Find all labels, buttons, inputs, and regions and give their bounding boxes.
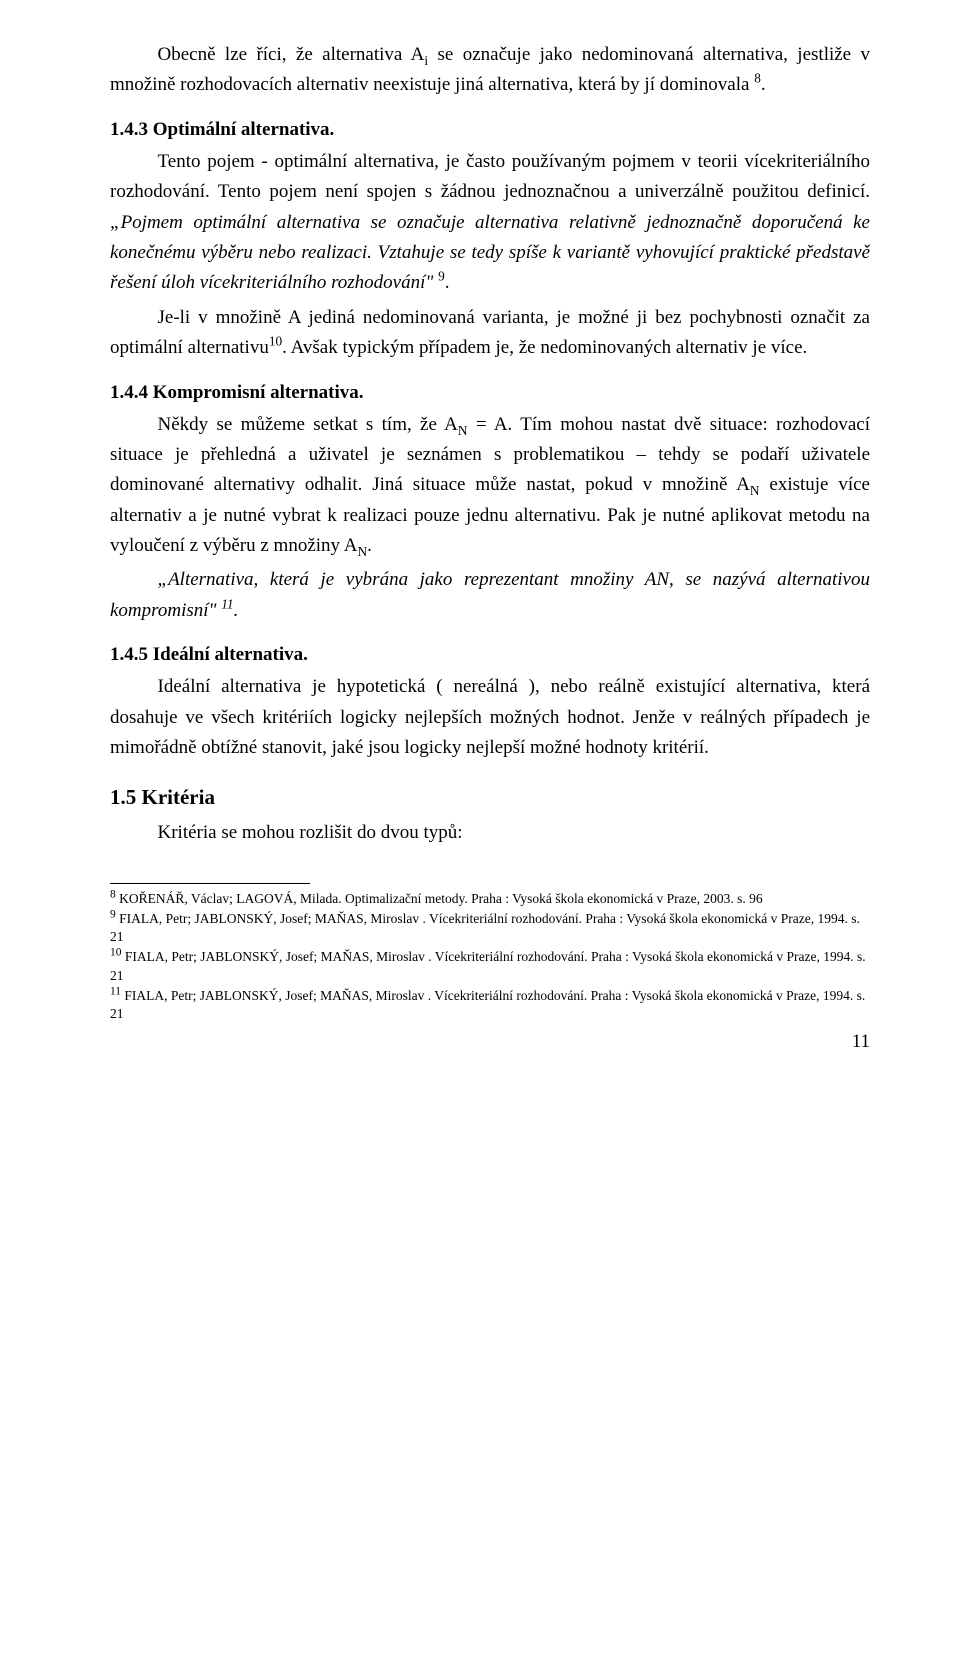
intro-pre: Obecně lze říci, že alternativa A xyxy=(158,44,425,65)
s144-p1-sub1: N xyxy=(458,422,468,437)
s143-p2: Je-li v množině A jediná nedominovaná va… xyxy=(110,303,870,364)
fn10-text: FIALA, Petr; JABLONSKÝ, Josef; MAŇAS, Mi… xyxy=(110,949,866,982)
intro-sup: 8 xyxy=(754,71,761,86)
intro-paragraph: Obecně lze říci, že alternativa Ai se oz… xyxy=(110,40,870,101)
s143-p1: Tento pojem - optimální alternativa, je … xyxy=(110,147,870,299)
s143-q1-post: . xyxy=(445,272,450,293)
s143-quote1: „Pojmem optimální alternativa se označuj… xyxy=(110,212,870,294)
intro-post: . xyxy=(761,74,766,95)
s15-p1: Kritéria se mohou rozlišit do dvou typů: xyxy=(110,818,870,848)
footnote-10: 10 FIALA, Petr; JABLONSKÝ, Josef; MAŇAS,… xyxy=(110,948,870,984)
footnotes-block: 8 KOŘENÁŘ, Václav; LAGOVÁ, Milada. Optim… xyxy=(110,890,870,1024)
fn11-text: FIALA, Petr; JABLONSKÝ, Josef; MAŇAS, Mi… xyxy=(110,988,865,1021)
heading-1-4-4: 1.4.4 Kompromisní alternativa. xyxy=(110,382,870,404)
fn8-text: KOŘENÁŘ, Václav; LAGOVÁ, Milada. Optimal… xyxy=(116,891,763,906)
page-number: 11 xyxy=(110,1031,870,1053)
fn11-num: 11 xyxy=(110,985,121,997)
footnote-9: 9 FIALA, Petr; JABLONSKÝ, Josef; MAŇAS, … xyxy=(110,910,870,946)
heading-1-4-3: 1.4.3 Optimální alternativa. xyxy=(110,119,870,141)
s144-quote-pre: „Alternativa, která je vybrána jako repr… xyxy=(110,569,870,620)
fn9-text: FIALA, Petr; JABLONSKÝ, Josef; MAŇAS, Mi… xyxy=(110,911,860,944)
s144-p1: Někdy se můžeme setkat s tím, že AN = A.… xyxy=(110,410,870,562)
s143-p1-text: Tento pojem - optimální alternativa, je … xyxy=(110,151,870,202)
s144-quote: „Alternativa, která je vybrána jako repr… xyxy=(110,565,870,626)
s143-p2-post: . Avšak typickým případem je, že nedomin… xyxy=(282,337,807,358)
heading-1-4-5: 1.4.5 Ideální alternativa. xyxy=(110,644,870,666)
s144-p1-sub2: N xyxy=(750,483,760,498)
fn10-num: 10 xyxy=(110,947,121,959)
s144-p1-sub3: N xyxy=(357,544,367,559)
footnote-8: 8 KOŘENÁŘ, Václav; LAGOVÁ, Milada. Optim… xyxy=(110,890,870,908)
s144-quote-post: . xyxy=(234,600,239,621)
s144-p1-pre: Někdy se můžeme setkat s tím, že A xyxy=(158,414,458,435)
heading-1-5: 1.5 Kritéria xyxy=(110,785,870,810)
page-content: Obecně lze říci, že alternativa Ai se oz… xyxy=(0,0,960,1083)
footnote-separator xyxy=(110,883,310,884)
s145-p1: Ideální alternativa je hypotetická ( ner… xyxy=(110,672,870,763)
s143-p2-sup: 10 xyxy=(269,334,282,349)
footnote-11: 11 FIALA, Petr; JABLONSKÝ, Josef; MAŇAS,… xyxy=(110,987,870,1023)
s143-sup1: 9 xyxy=(438,269,445,284)
s144-quote-sup: 11 xyxy=(221,597,233,612)
s144-p1-post: . xyxy=(367,535,372,556)
